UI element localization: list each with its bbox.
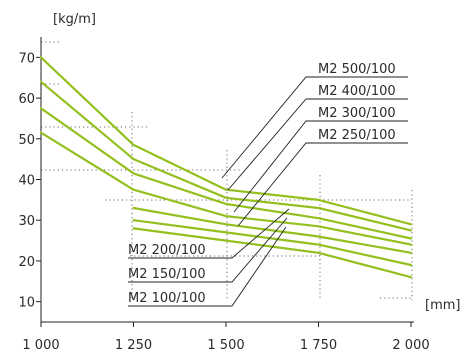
y-tick-label: 60 xyxy=(18,92,35,107)
x-tick-label: 1 500 xyxy=(207,338,244,351)
leader-line xyxy=(237,142,408,227)
leader-line xyxy=(128,226,287,307)
x-tick-label: 1 250 xyxy=(115,338,152,351)
y-tick-label: 40 xyxy=(18,174,35,189)
series-label: M2 250/100 xyxy=(318,128,396,143)
series-label: M2 500/100 xyxy=(318,62,396,77)
x-tick-label: 2 000 xyxy=(392,338,429,351)
leader-line xyxy=(227,98,408,191)
x-tick-label: 1 000 xyxy=(22,338,59,351)
series-label: M2 150/100 xyxy=(128,267,206,282)
series-line xyxy=(132,206,413,254)
series-line xyxy=(39,56,413,226)
series-label: M2 400/100 xyxy=(318,84,396,99)
series-label: M2 300/100 xyxy=(318,106,396,121)
leader-line xyxy=(221,76,408,179)
y-tick-label: 70 xyxy=(18,51,35,66)
y-tick-label: 10 xyxy=(18,296,35,311)
leader-line xyxy=(128,208,290,259)
leader-line xyxy=(128,217,288,283)
y-tick-label: 30 xyxy=(18,214,35,229)
grid-layer xyxy=(41,41,413,300)
series-line xyxy=(39,107,413,240)
series-lines xyxy=(39,56,413,279)
y-tick-label: 20 xyxy=(18,255,35,270)
series-line xyxy=(39,131,413,246)
y-unit-label: [kg/m] xyxy=(53,12,96,27)
label-leader-lines xyxy=(128,76,408,307)
x-tick-label: 1 750 xyxy=(300,338,337,351)
axis-layer: [kg/m] [mm] xyxy=(40,12,460,323)
series-label: M2 200/100 xyxy=(128,243,206,258)
leader-line xyxy=(233,120,408,213)
x-unit-label: [mm] xyxy=(425,298,460,313)
tick-labels: 10 20 30 40 50 60 70 1 000 1 250 1 500 1 750 2 000 xyxy=(18,51,429,351)
series-label: M2 100/100 xyxy=(128,291,206,306)
series-labels: M2 500/100 M2 400/100 M2 300/100 M2 250/100… xyxy=(128,62,396,306)
y-tick-label: 50 xyxy=(18,133,35,148)
series-line xyxy=(39,80,413,232)
series-line xyxy=(132,219,413,267)
